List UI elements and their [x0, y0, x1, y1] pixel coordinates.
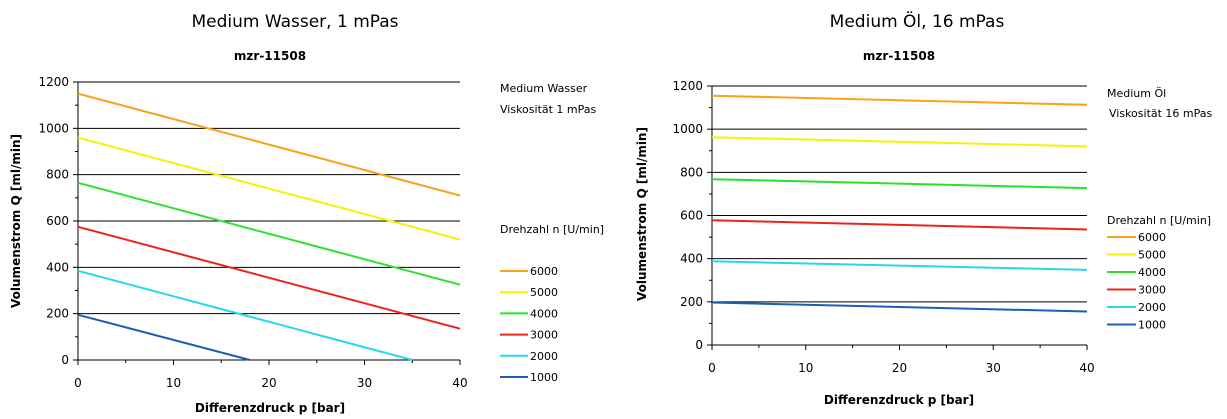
y-tick-label: 0 [61, 353, 69, 367]
x-tick-label: 0 [708, 361, 716, 375]
x-tick-label: 20 [261, 376, 276, 390]
legend-label: 3000 [530, 329, 558, 342]
y-tick-label: 600 [46, 214, 69, 228]
series-line-1000 [77, 313, 251, 361]
x-tick-label: 10 [798, 361, 813, 375]
legend-label: 5000 [530, 286, 558, 299]
legend-label: 6000 [530, 265, 558, 278]
legend-label: 3000 [1138, 284, 1166, 297]
annotation: Viskosität 16 mPas [1109, 107, 1213, 120]
series-line-1000 [711, 301, 1088, 313]
y-tick-label: 1200 [672, 79, 703, 93]
legend-label: 1000 [1138, 319, 1166, 332]
legend-label: 6000 [1138, 231, 1166, 244]
y-tick-label: 400 [46, 260, 69, 274]
y-tick-label: 800 [680, 165, 703, 179]
annotation: Medium Öl [1107, 87, 1166, 100]
chart-title: mzr-11508 [863, 49, 935, 63]
legend-label: 2000 [1138, 301, 1166, 314]
legend-title: Drehzahl n [U/min] [1107, 214, 1211, 227]
y-tick-label: 200 [680, 295, 703, 309]
y-tick-label: 1000 [672, 122, 703, 136]
y-tick-label: 1200 [38, 75, 69, 89]
y-tick-label: 1000 [38, 121, 69, 135]
legend-label: 4000 [530, 307, 558, 320]
x-tick-label: 0 [74, 376, 82, 390]
y-tick-label: 800 [46, 168, 69, 182]
chart-main-title: Medium Wasser, 1 mPas [191, 12, 398, 32]
series-line-4000 [77, 181, 461, 286]
x-tick-label: 10 [166, 376, 181, 390]
legend-label: 2000 [530, 350, 558, 363]
series-line-3000 [711, 219, 1088, 231]
series-line-2000 [711, 260, 1088, 271]
x-tick-label: 20 [892, 361, 907, 375]
y-tick-label: 400 [680, 252, 703, 266]
annotation: Viskosität 1 mPas [500, 103, 597, 116]
x-axis-title: Differenzdruck p [bar] [824, 393, 974, 407]
x-tick-label: 30 [986, 361, 1001, 375]
annotation: Medium Wasser [500, 82, 588, 95]
legend-label: 1000 [530, 371, 558, 384]
series-line-5000 [711, 136, 1088, 148]
chart-title: mzr-11508 [234, 49, 306, 63]
x-tick-label: 30 [357, 376, 372, 390]
series-line-4000 [711, 178, 1088, 190]
chart-oil: Medium Öl, 16 mPasmzr-115080200400600800… [635, 10, 1213, 407]
series-line-2000 [77, 269, 413, 361]
series-line-3000 [77, 225, 461, 330]
chart-water: Medium Wasser, 1 mPasmzr-115080200400600… [9, 12, 604, 415]
x-tick-label: 40 [1079, 361, 1094, 375]
y-axis-title: Volumenstrom Q [ml/min] [9, 134, 23, 308]
legend-title: Drehzahl n [U/min] [500, 223, 604, 236]
series-line-6000 [711, 94, 1088, 106]
y-tick-label: 200 [46, 307, 69, 321]
legend-label: 4000 [1138, 266, 1166, 279]
y-tick-label: 0 [695, 338, 703, 352]
y-axis-title: Volumenstrom Q [ml/min] [635, 127, 649, 301]
series-line-6000 [77, 92, 461, 197]
legend-label: 5000 [1138, 249, 1166, 262]
chart-main-title: Medium Öl, 16 mPas [830, 10, 1005, 32]
x-axis-title: Differenzdruck p [bar] [195, 401, 345, 415]
x-tick-label: 40 [452, 376, 467, 390]
y-tick-label: 600 [680, 209, 703, 223]
series-line-5000 [77, 136, 461, 241]
